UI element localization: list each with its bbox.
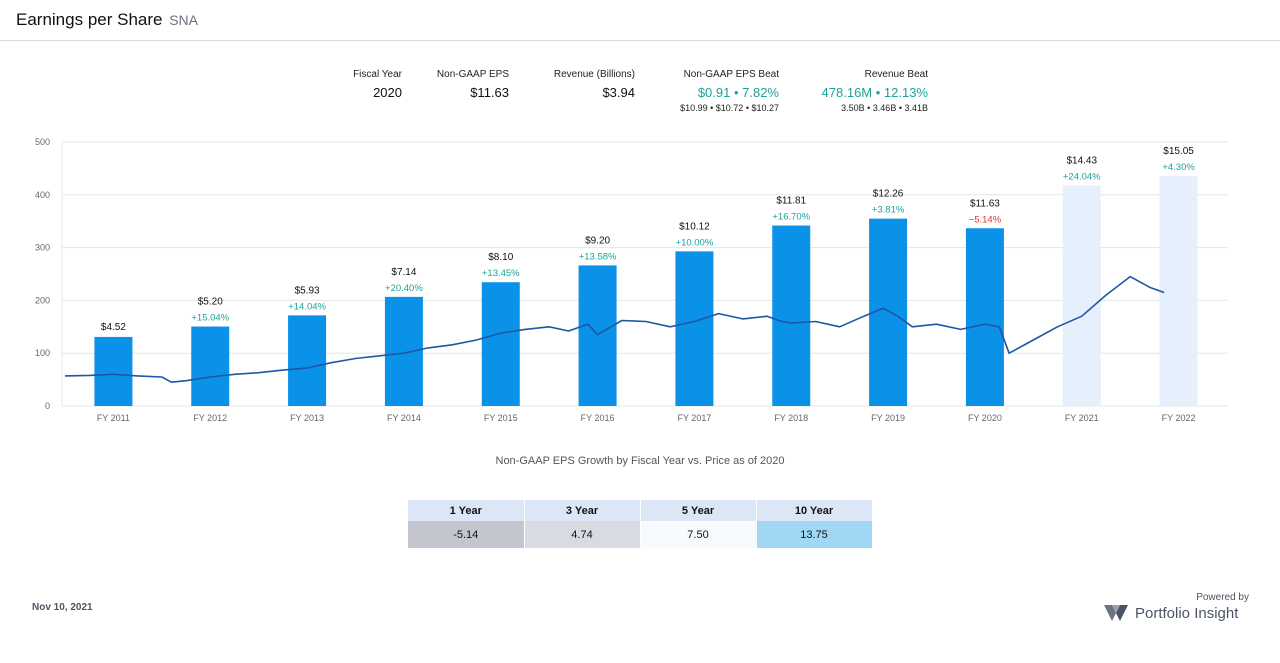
stat-revenue-beat: Revenue Beat 478.16M • 12.13% 3.50B • 3.… xyxy=(822,69,928,113)
growth-label: +14.04% xyxy=(288,301,326,312)
growth-header-1y: 1 Year xyxy=(408,500,525,521)
eps-bar xyxy=(772,225,811,406)
x-tick-label: FY 2018 xyxy=(774,413,808,423)
value-label: $11.63 xyxy=(970,198,1000,209)
stat-fiscal-year: Fiscal Year 2020 xyxy=(353,69,402,100)
eps-chart: 0 100 200 300 400 500 $4.52 FY 2011 +15.04% $5.20… xyxy=(35,137,1228,423)
eps-bar xyxy=(481,282,520,406)
as-of-date: Nov 10, 2021 xyxy=(32,602,93,613)
growth-label: +13.45% xyxy=(482,268,520,279)
value-label: $14.43 xyxy=(1066,155,1097,166)
x-tick-label: FY 2019 xyxy=(871,413,905,423)
x-tick-label: FY 2016 xyxy=(581,413,615,423)
stat-eps-beat: Non-GAAP EPS Beat $0.91 • 7.82% $10.99 •… xyxy=(680,69,779,113)
y-tick-label: 200 xyxy=(35,295,50,305)
brand-name: Portfolio Insight xyxy=(1135,604,1239,622)
value-label: $5.20 xyxy=(198,297,223,308)
growth-value-3y: 4.74 xyxy=(524,521,641,548)
growth-label: +16.70% xyxy=(772,212,810,223)
growth-table-header-row: 1 Year 3 Year 5 Year 10 Year xyxy=(408,500,873,521)
growth-table: 1 Year 3 Year 5 Year 10 Year -5.14 4.74 … xyxy=(408,500,873,548)
x-tick-label: FY 2011 xyxy=(97,413,130,423)
eps-bar xyxy=(965,228,1004,406)
eps-bar xyxy=(675,251,714,406)
x-tick-label: FY 2012 xyxy=(193,413,227,423)
value-label: $5.93 xyxy=(295,285,320,296)
value-label: $12.26 xyxy=(873,189,904,200)
page-header: Earnings per Share SNA xyxy=(0,0,1280,41)
growth-label: +10.00% xyxy=(676,237,714,248)
growth-table-row: -5.14 4.74 7.50 13.75 xyxy=(408,521,873,548)
stat-value: $11.63 xyxy=(470,85,509,100)
growth-label: +4.30% xyxy=(1162,162,1195,173)
stat-estimates: $10.99 • $10.72 • $10.27 xyxy=(680,103,779,113)
stat-value: $3.94 xyxy=(602,85,635,100)
chart-caption: Non-GAAP EPS Growth by Fiscal Year vs. P… xyxy=(495,455,785,467)
page-title: Earnings per Share SNA xyxy=(16,10,198,30)
x-tick-label: FY 2020 xyxy=(968,413,1002,423)
powered-by-label: Powered by xyxy=(1196,592,1249,603)
y-tick-label: 300 xyxy=(35,243,50,253)
stat-label: Non-GAAP EPS xyxy=(436,69,509,80)
price-line xyxy=(64,275,1165,383)
growth-header-3y: 3 Year xyxy=(524,500,641,521)
y-tick-label: 500 xyxy=(35,137,50,147)
y-tick-label: 0 xyxy=(45,401,50,411)
title-text: Earnings per Share xyxy=(16,10,163,29)
y-tick-label: 400 xyxy=(35,190,50,200)
stat-eps: Non-GAAP EPS $11.63 xyxy=(437,69,509,100)
stat-label: Revenue Beat xyxy=(864,69,928,80)
value-label: $10.12 xyxy=(679,221,710,232)
growth-value-10y: 13.75 xyxy=(756,521,873,548)
value-label: $11.81 xyxy=(776,196,806,207)
value-label: $7.14 xyxy=(391,267,416,278)
eps-bar xyxy=(1159,176,1198,406)
eps-bar xyxy=(94,336,133,406)
x-tick-label: FY 2021 xyxy=(1065,413,1099,423)
stat-value: 2020 xyxy=(373,85,402,100)
x-tick-label: FY 2017 xyxy=(677,413,711,423)
x-tick-label: FY 2022 xyxy=(1162,413,1196,423)
growth-label: +13.58% xyxy=(579,251,617,262)
growth-label: +15.04% xyxy=(191,313,229,324)
eps-bar xyxy=(288,315,327,406)
eps-bar xyxy=(578,265,617,406)
eps-bar xyxy=(191,326,230,406)
eps-bar xyxy=(384,296,423,406)
growth-label: +24.04% xyxy=(1063,171,1101,182)
value-label: $9.20 xyxy=(585,235,610,246)
x-tick-label: FY 2015 xyxy=(484,413,518,423)
growth-value-1y: -5.14 xyxy=(408,521,525,548)
growth-label: +3.81% xyxy=(872,205,905,216)
stat-revenue: Revenue (Billions) $3.94 xyxy=(554,69,635,100)
brand-link[interactable]: Portfolio Insight xyxy=(1104,603,1238,623)
growth-label: −5.14% xyxy=(969,214,1002,225)
growth-label: +20.40% xyxy=(385,283,423,294)
stat-label: Revenue (Billions) xyxy=(553,69,635,80)
x-tick-label: FY 2014 xyxy=(387,413,421,423)
y-tick-label: 100 xyxy=(35,348,50,358)
value-label: $8.10 xyxy=(488,252,513,263)
growth-value-5y: 7.50 xyxy=(640,521,757,548)
portfolio-insight-logo-icon xyxy=(1104,605,1128,621)
x-tick-label: FY 2013 xyxy=(290,413,324,423)
eps-bar xyxy=(1062,185,1101,406)
ticker-symbol: SNA xyxy=(169,12,199,28)
stat-label: Non-GAAP EPS Beat xyxy=(683,69,779,80)
stat-label: Fiscal Year xyxy=(353,69,402,80)
stat-estimates: 3.50B • 3.46B • 3.41B xyxy=(841,103,928,113)
growth-header-5y: 5 Year xyxy=(640,500,757,521)
stat-value: $0.91 • 7.82% xyxy=(697,85,779,100)
value-label: $15.05 xyxy=(1163,146,1194,157)
value-label: $4.52 xyxy=(101,322,126,333)
stat-value: 478.16M • 12.13% xyxy=(821,85,928,100)
growth-header-10y: 10 Year xyxy=(756,500,873,521)
